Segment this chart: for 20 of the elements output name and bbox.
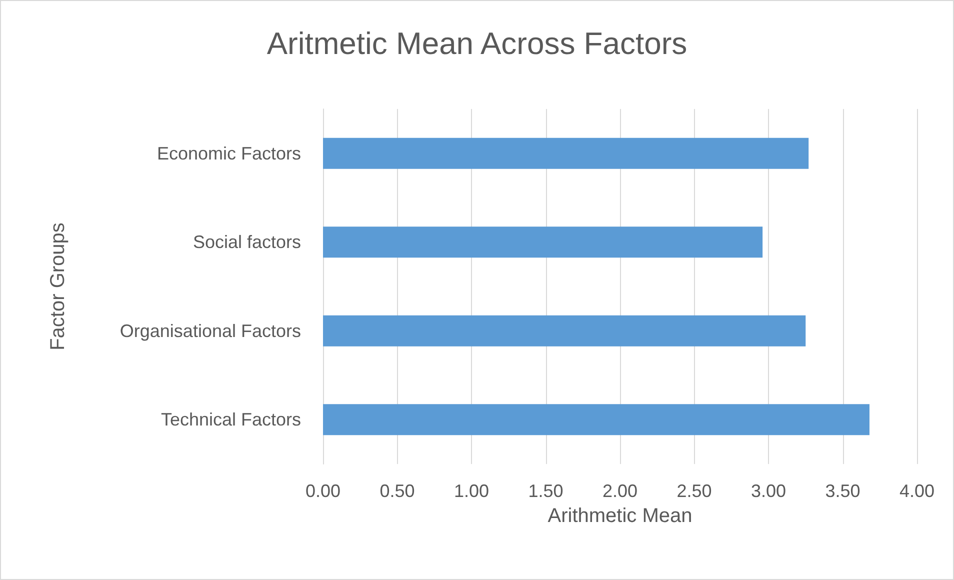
- chart-title: Aritmetic Mean Across Factors: [266, 26, 688, 61]
- bar: [323, 226, 763, 258]
- bar: [323, 404, 870, 436]
- x-tick-label: 3.00: [750, 481, 786, 501]
- x-tick-label: 0.00: [305, 481, 341, 501]
- x-tick-label: 4.00: [899, 481, 935, 501]
- y-tick-label: Economic Factors: [156, 143, 301, 164]
- bar: [323, 315, 806, 346]
- x-tick-label: 3.50: [825, 481, 860, 501]
- y-axis-title: Factor Groups: [47, 222, 69, 350]
- x-tick-label: 2.50: [676, 481, 712, 501]
- x-tick-label: 1.00: [454, 481, 490, 501]
- x-tick-label: 0.50: [380, 481, 415, 501]
- bar: [323, 138, 809, 169]
- x-axis-title: Arithmetic Mean: [548, 505, 692, 527]
- y-tick-label: Social factors: [192, 232, 301, 252]
- y-tick-label: Technical Factors: [160, 410, 301, 430]
- x-tick-label: 1.50: [528, 481, 564, 501]
- x-tick-label: 2.00: [602, 481, 638, 501]
- y-tick-label: Organisational Factors: [120, 320, 301, 341]
